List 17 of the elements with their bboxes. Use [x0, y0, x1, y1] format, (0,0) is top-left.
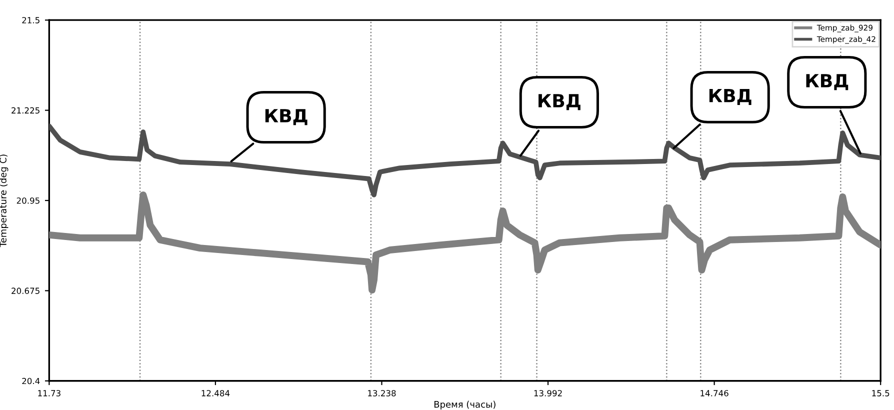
line-series [49, 124, 881, 198]
y-tick-label: 20.4 [22, 378, 40, 384]
y-tick-label: 20.675 [12, 288, 40, 294]
x-tick-label: 11.73 [38, 390, 60, 396]
x-tick-label: 13.238 [368, 390, 396, 396]
x-tick-label: 13.992 [534, 390, 562, 396]
y-tick-label: 21.5 [22, 17, 40, 24]
x-axis-title: Время (часы) [434, 400, 496, 410]
x-tick-label: 14.746 [700, 390, 728, 396]
annotation: КВД [709, 89, 752, 106]
x-tick-label: 15.5 [872, 390, 890, 396]
y-tick-label: 20.95 [16, 197, 40, 204]
annotation: КВД [806, 74, 848, 90]
annotation: КВД [265, 109, 308, 126]
x-tick-label: 12.484 [202, 390, 230, 396]
annotation: КВД [538, 94, 580, 110]
y-tick-label: 21.225 [12, 107, 40, 114]
